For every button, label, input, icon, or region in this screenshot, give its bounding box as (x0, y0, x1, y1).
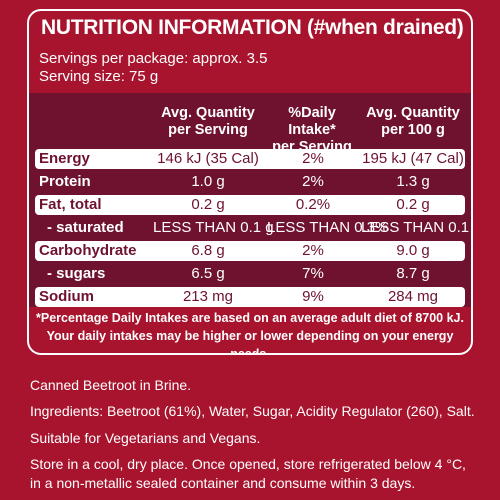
table-row-sugars: - sugars 6.5 g 7% 8.7 g (35, 264, 465, 284)
panel-title: NUTRITION INFORMATION (#when drained) (41, 16, 464, 39)
column-header-per-100g: Avg. Quantity per 100 g (361, 105, 465, 139)
cell-daily-intake: LESS THAN 0.3% (267, 219, 389, 236)
column-header-line: Avg. Quantity (366, 105, 460, 121)
cell-per-serving: 0.2 g (191, 196, 225, 213)
panel-header: NUTRITION INFORMATION (#when drained) Se… (29, 11, 471, 93)
table-row-energy: Energy 146 kJ (35 Cal) 2% 195 kJ (47 Cal… (35, 149, 465, 169)
cell-daily-intake: 2% (302, 173, 324, 190)
cell-per-serving: 6.5 g (191, 265, 225, 282)
cell-per-serving: 146 kJ (35 Cal) (157, 150, 259, 167)
serving-size: Serving size: 75 g (39, 68, 159, 85)
table-row-protein: Protein 1.0 g 2% 1.3 g (35, 172, 465, 192)
cell-per-serving: 6.8 g (191, 242, 225, 259)
column-header-line: Avg. Quantity (161, 105, 255, 121)
table-row-sodium: Sodium 213 mg 9% 284 mg (35, 287, 465, 307)
cell-per-100g: 1.3 g (396, 173, 430, 190)
cell-per-100g: LESS THAN 0.1 g (361, 219, 473, 236)
cell-per-100g: 284 mg (387, 288, 439, 305)
row-label: - saturated (47, 219, 124, 236)
daily-intake-footnote: *Percentage Daily Intakes are based on a… (29, 309, 471, 355)
table-row-fat-total: Fat, total 0.2 g 0.2% 0.2 g (35, 195, 465, 215)
cell-daily-intake: 9% (302, 288, 324, 305)
storage-instructions-line-2: in a non-metallic sealed container and c… (30, 475, 416, 491)
row-label: Carbohydrate (39, 242, 137, 259)
cell-daily-intake: 7% (302, 265, 324, 282)
column-header-line: per Serving (168, 122, 248, 138)
cell-per-100g: 0.2 g (396, 196, 430, 213)
row-label: Fat, total (39, 196, 102, 213)
cell-per-serving: LESS THAN 0.1 g (153, 219, 274, 236)
row-label: Sodium (39, 288, 94, 305)
cell-daily-intake: 0.2% (295, 196, 331, 213)
nutrition-table: Avg. Quantity per Serving %Daily Intake*… (29, 93, 471, 307)
column-header-per-serving: Avg. Quantity per Serving (153, 105, 263, 139)
nutrition-panel: NUTRITION INFORMATION (#when drained) Se… (27, 9, 473, 355)
cell-per-100g: 9.0 g (396, 242, 430, 259)
suitability-statement: Suitable for Vegetarians and Vegans. (30, 430, 261, 446)
cell-per-serving: 1.0 g (191, 173, 225, 190)
footnote-line: Your daily intakes may be higher or lowe… (46, 329, 454, 355)
cell-daily-intake: 2% (302, 150, 324, 167)
storage-instructions-line-1: Store in a cool, dry place. Once opened,… (30, 456, 466, 472)
table-row-saturated: - saturated LESS THAN 0.1 g LESS THAN 0.… (35, 218, 473, 238)
row-label: Energy (39, 150, 90, 167)
servings-per-package: Servings per package: approx. 3.5 (39, 50, 268, 67)
cell-per-100g: 8.7 g (396, 265, 430, 282)
cell-daily-intake: 2% (302, 242, 324, 259)
row-label: Protein (39, 173, 91, 190)
column-header-line: %Daily Intake* (288, 105, 336, 138)
cell-per-serving: 213 mg (182, 288, 234, 305)
ingredients-list: Ingredients: Beetroot (61%), Water, Suga… (30, 403, 475, 419)
row-label: - sugars (47, 265, 106, 282)
cell-per-100g: 195 kJ (47 Cal) (362, 150, 464, 167)
footnote-line: *Percentage Daily Intakes are based on a… (36, 311, 464, 325)
column-header-line: per 100 g (381, 122, 445, 138)
table-row-carbohydrate: Carbohydrate 6.8 g 2% 9.0 g (35, 241, 465, 261)
product-name: Canned Beetroot in Brine. (30, 377, 192, 393)
